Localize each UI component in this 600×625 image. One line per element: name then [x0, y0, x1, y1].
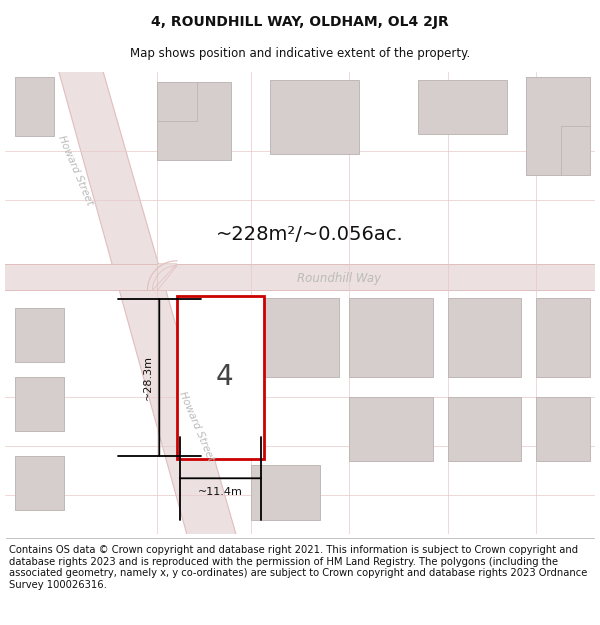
Text: 4, ROUNDHILL WAY, OLDHAM, OL4 2JR: 4, ROUNDHILL WAY, OLDHAM, OL4 2JR: [151, 14, 449, 29]
Bar: [526, 77, 590, 175]
Bar: [14, 77, 54, 136]
Bar: [448, 397, 521, 461]
Bar: [157, 82, 231, 161]
Bar: [14, 308, 64, 362]
Polygon shape: [59, 72, 236, 534]
Text: Howard Street: Howard Street: [178, 389, 216, 462]
Bar: [271, 80, 359, 154]
Text: Howard Street: Howard Street: [56, 134, 95, 207]
Bar: [418, 80, 506, 134]
Text: Roundhill Way: Roundhill Way: [297, 272, 382, 285]
Bar: [157, 82, 197, 121]
Bar: [177, 296, 263, 459]
Bar: [536, 298, 590, 377]
Bar: [251, 298, 340, 377]
Text: Contains OS data © Crown copyright and database right 2021. This information is : Contains OS data © Crown copyright and d…: [9, 545, 587, 590]
Polygon shape: [152, 264, 177, 291]
Polygon shape: [526, 77, 590, 175]
Bar: [251, 466, 320, 519]
Bar: [536, 397, 590, 461]
Bar: [14, 377, 64, 431]
Text: Map shows position and indicative extent of the property.: Map shows position and indicative extent…: [130, 48, 470, 61]
Polygon shape: [157, 264, 177, 291]
Bar: [448, 298, 521, 377]
Text: ~228m²/~0.056ac.: ~228m²/~0.056ac.: [216, 225, 404, 244]
Bar: [349, 298, 433, 377]
Text: 4: 4: [215, 363, 233, 391]
Polygon shape: [5, 264, 595, 291]
Bar: [349, 397, 433, 461]
Text: ~11.4m: ~11.4m: [198, 487, 243, 497]
Bar: [526, 77, 590, 126]
Bar: [14, 456, 64, 510]
Text: ~28.3m: ~28.3m: [142, 355, 152, 400]
